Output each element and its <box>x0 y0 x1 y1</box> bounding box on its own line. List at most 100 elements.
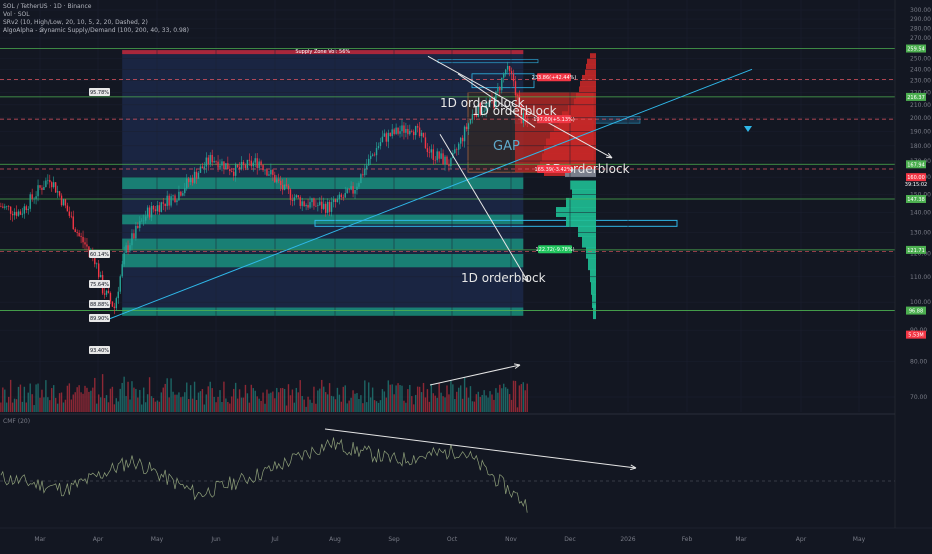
volume-profile-bar-supply <box>554 124 596 132</box>
volume-bar <box>238 389 241 412</box>
volume-bar <box>348 400 350 412</box>
volume-bar <box>479 396 481 412</box>
demand-zone <box>122 307 524 316</box>
candle-body <box>199 166 202 173</box>
candle-body <box>41 187 43 190</box>
volume-bar <box>131 381 133 412</box>
channel-line-upper[interactable] <box>457 73 536 128</box>
volume-bar <box>520 384 523 412</box>
volume-bar <box>68 383 71 412</box>
volume-bar <box>101 374 104 412</box>
candle-body <box>430 149 433 153</box>
candle-body <box>458 143 460 150</box>
trendline-support[interactable] <box>109 68 753 320</box>
candle-body <box>328 201 331 212</box>
candle-body <box>148 207 151 218</box>
candle-body <box>201 166 204 169</box>
volume-profile-bar-demand <box>593 304 596 320</box>
volume-bar <box>467 397 470 412</box>
price-level-tag <box>906 195 926 204</box>
price-tick-label: 240.00 <box>910 66 931 73</box>
volume-bar <box>338 394 341 412</box>
volume-bar <box>487 397 489 412</box>
volume-bar <box>456 391 458 412</box>
arrow-down-right[interactable] <box>427 55 613 159</box>
candle-body <box>422 132 425 138</box>
candle-body <box>291 199 294 201</box>
cmf-divergence-arrow[interactable] <box>324 428 637 469</box>
candle-body <box>203 166 206 169</box>
volume-bar <box>274 398 276 412</box>
candle-body <box>31 194 33 199</box>
volume-bar <box>336 387 339 412</box>
volume-bar <box>205 394 208 412</box>
candle-body <box>506 65 509 70</box>
volume-bar <box>293 402 296 412</box>
orderblock-box-lower <box>314 219 678 227</box>
volume-bar <box>62 402 65 412</box>
volume-bar <box>514 380 517 412</box>
volume-bar <box>135 388 137 412</box>
candle-body <box>405 128 407 133</box>
volume-bar <box>477 391 479 412</box>
volume-bar <box>127 381 129 412</box>
volume-bar <box>371 387 374 412</box>
candle-body <box>477 103 479 117</box>
volume-bar <box>164 383 166 412</box>
volume-bar <box>117 401 119 412</box>
volume-indicator-label[interactable]: Vol · SOL <box>3 11 30 18</box>
price-level-tag-text: 259.54 <box>907 47 925 53</box>
volume-bar <box>94 377 96 412</box>
candle-body <box>487 102 489 104</box>
candle-body <box>35 196 37 199</box>
candle-body <box>84 242 86 245</box>
candle-body <box>295 195 298 198</box>
volume-profile-bar-demand <box>590 269 596 283</box>
candle-body <box>0 206 2 208</box>
arrow-volume-rise[interactable] <box>429 364 521 386</box>
candle-body <box>197 172 200 179</box>
volume-bar <box>107 402 110 412</box>
volume-bar <box>139 389 141 412</box>
volume-bar <box>524 390 526 412</box>
candle-body <box>309 202 311 208</box>
cmf-line[interactable] <box>0 437 528 513</box>
volume-bar <box>21 401 24 412</box>
srv2-indicator-label[interactable]: SRv2 (10, High/Low, 20, 10, 5, 2, 20, Da… <box>3 19 148 26</box>
volume-bar <box>287 384 290 412</box>
candle-body <box>416 126 419 128</box>
volume-bar <box>256 396 258 412</box>
volume-bar <box>373 400 376 412</box>
candle-body <box>236 164 239 168</box>
arrow-channel-low[interactable] <box>439 134 529 282</box>
volume-bar <box>191 398 194 412</box>
candle-body <box>303 201 305 207</box>
volume-bar <box>493 399 495 412</box>
price-level-tag <box>906 44 926 53</box>
candle-body <box>393 129 395 134</box>
candle-body <box>481 111 483 114</box>
candle-body <box>389 132 391 137</box>
volume-bar <box>99 397 102 412</box>
demand-zone <box>122 177 524 190</box>
candle-body <box>315 205 317 207</box>
drawings-layer[interactable] <box>109 55 753 386</box>
volume-bar <box>70 399 73 412</box>
price-target-tag <box>538 245 572 254</box>
volume-bar <box>236 398 239 412</box>
time-axis[interactable]: Mar Apr May Jun Jul Aug Sep Oct Nov Dec 2026 Feb Mar… <box>0 527 932 543</box>
candle-body <box>160 202 163 212</box>
volume-bar <box>385 397 388 412</box>
volume-bar <box>88 391 90 412</box>
supply-demand-indicator-label[interactable]: AlgoAlpha - 𝓓ynamic Supply/Demand (100, … <box>3 27 189 34</box>
candle-body <box>503 73 505 78</box>
orderblock-label-1: 1D orderblock <box>440 96 525 110</box>
candles-layer[interactable] <box>0 61 528 315</box>
price-axis[interactable]: 300.00 290.00 280.00 270.00 250.00 240.00 230.… <box>894 0 932 550</box>
symbol-title[interactable]: SOL / TetherUS · 1D · Binance <box>3 3 92 10</box>
candle-body <box>399 131 401 134</box>
volume-bar <box>15 399 18 412</box>
candle-body <box>33 198 35 200</box>
